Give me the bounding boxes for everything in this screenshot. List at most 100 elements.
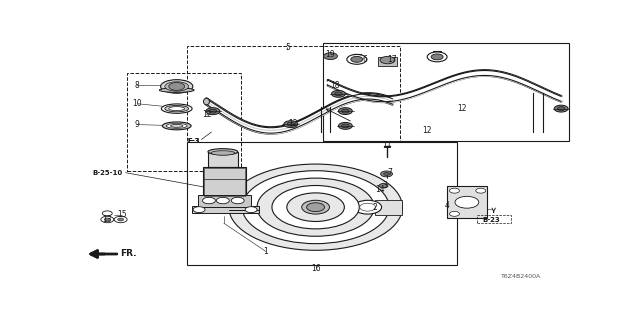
Text: E-3: E-3 [188, 138, 200, 144]
Text: 19: 19 [326, 50, 335, 59]
Ellipse shape [165, 82, 189, 91]
Circle shape [257, 178, 374, 236]
Bar [203, 166, 246, 196]
Bar [204, 168, 245, 196]
Bar [323, 43, 568, 141]
Circle shape [339, 123, 352, 129]
Text: 13: 13 [102, 215, 112, 224]
Bar [191, 206, 259, 213]
Bar [208, 152, 237, 166]
Text: 7: 7 [388, 168, 392, 177]
Circle shape [354, 200, 381, 214]
Circle shape [287, 193, 344, 221]
Circle shape [102, 211, 112, 216]
Circle shape [202, 197, 216, 204]
Circle shape [476, 188, 486, 193]
Text: 10: 10 [132, 99, 142, 108]
Circle shape [114, 216, 127, 223]
Circle shape [209, 109, 217, 113]
Circle shape [428, 52, 447, 62]
Circle shape [554, 105, 568, 112]
Bar [447, 186, 487, 218]
Bar [477, 215, 511, 223]
Circle shape [347, 54, 367, 64]
Ellipse shape [428, 55, 447, 59]
Text: B-23: B-23 [483, 217, 500, 222]
Circle shape [342, 124, 349, 128]
Text: 1: 1 [264, 247, 268, 256]
Text: 12: 12 [202, 110, 211, 119]
Circle shape [287, 122, 294, 126]
Ellipse shape [165, 105, 189, 112]
Circle shape [455, 196, 479, 208]
Text: 9: 9 [134, 120, 140, 129]
Ellipse shape [169, 107, 185, 111]
Text: 16: 16 [311, 264, 321, 273]
Circle shape [307, 203, 324, 212]
Text: 3: 3 [383, 180, 387, 189]
Bar [127, 73, 241, 172]
Text: 14: 14 [375, 185, 385, 195]
Circle shape [332, 90, 346, 97]
Text: 12: 12 [457, 104, 467, 113]
Text: 5: 5 [285, 43, 290, 52]
Ellipse shape [159, 88, 194, 92]
Text: B-25-10: B-25-10 [92, 170, 122, 176]
Circle shape [206, 108, 220, 115]
Ellipse shape [161, 104, 192, 113]
Circle shape [339, 108, 352, 115]
Text: 11: 11 [382, 141, 391, 150]
Text: 12: 12 [289, 119, 298, 128]
Circle shape [216, 197, 229, 204]
Circle shape [104, 218, 110, 221]
Bar [378, 57, 397, 66]
Circle shape [118, 218, 124, 221]
Text: 18: 18 [331, 81, 340, 90]
Bar [198, 195, 251, 207]
Bar [187, 142, 457, 265]
Circle shape [301, 200, 330, 214]
Text: 8: 8 [134, 81, 140, 90]
Text: 2: 2 [372, 203, 378, 212]
Circle shape [324, 53, 337, 60]
Text: FR.: FR. [120, 249, 136, 258]
Text: 12: 12 [422, 126, 432, 135]
Circle shape [335, 92, 342, 96]
Circle shape [231, 197, 244, 204]
Text: E-3: E-3 [188, 138, 200, 144]
Circle shape [380, 56, 395, 64]
Circle shape [242, 171, 389, 244]
Circle shape [284, 121, 298, 128]
Bar [187, 46, 400, 142]
Circle shape [379, 184, 388, 188]
Text: T6Z4B2400A: T6Z4B2400A [501, 274, 541, 279]
Ellipse shape [166, 124, 187, 128]
Ellipse shape [170, 124, 183, 127]
Ellipse shape [208, 149, 237, 155]
Circle shape [101, 216, 114, 223]
Circle shape [449, 212, 460, 216]
Circle shape [229, 164, 403, 250]
Circle shape [169, 83, 185, 90]
Bar [375, 200, 403, 215]
Text: 17: 17 [388, 55, 397, 64]
Ellipse shape [163, 122, 191, 130]
Circle shape [245, 207, 257, 212]
Circle shape [360, 203, 376, 211]
Circle shape [449, 188, 460, 193]
Text: 6: 6 [363, 55, 367, 64]
Circle shape [557, 107, 565, 110]
Circle shape [381, 171, 392, 177]
Circle shape [383, 172, 390, 175]
Text: 4: 4 [445, 202, 449, 211]
Ellipse shape [211, 151, 235, 155]
Circle shape [272, 186, 359, 229]
Text: 15: 15 [117, 210, 127, 219]
Ellipse shape [161, 80, 193, 93]
Ellipse shape [348, 58, 366, 61]
Circle shape [342, 109, 349, 113]
Circle shape [351, 56, 363, 62]
Circle shape [431, 54, 443, 60]
Circle shape [193, 207, 205, 212]
Ellipse shape [204, 98, 209, 105]
